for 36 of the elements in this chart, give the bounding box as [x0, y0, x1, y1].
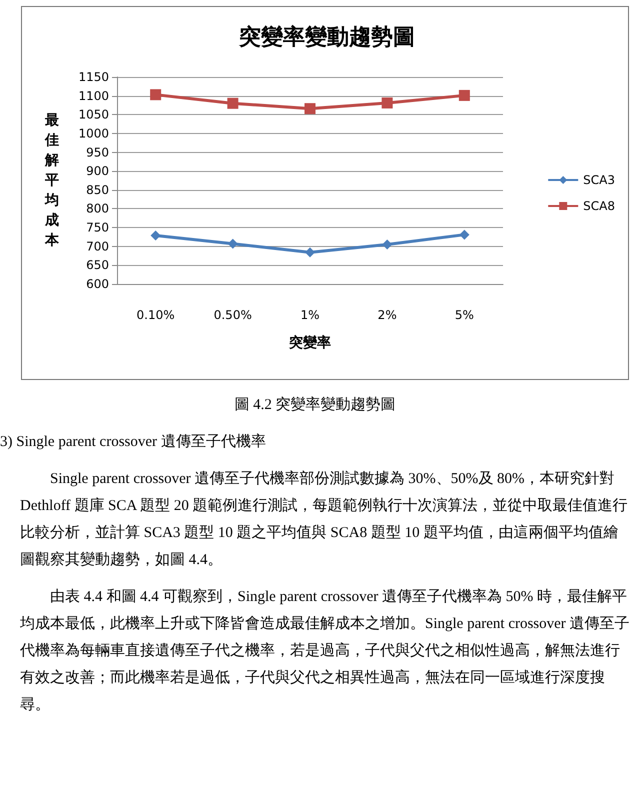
text: 由表 4.4 和圖 4.4 可觀察到，Single parent crossover 遺傳至子代機率為 50% 時，最佳解平均成本最低，此機率上升或下降皆會造成最佳解成本之增加。Single parent crossover 遺傳至子代機率為每輛車直接遺傳至子代之機率，若是過高，子代與父代之相似性過高，解無法進行有效之改善；而此機率若是過低，子代與父代之相異性過高，無法在同一區域進行深度搜尋。 — [19, 587, 630, 715]
y-tick-label: 950 — [86, 145, 109, 160]
point — [304, 103, 316, 114]
x-tick-label: 0.10% — [136, 308, 175, 322]
point — [150, 89, 162, 100]
x-tick-label: 5% — [454, 308, 474, 322]
x-tick-label: 1% — [300, 308, 320, 322]
y-axis-title: 最佳解平均成本 — [44, 112, 60, 248]
text: Single parent crossover 遺傳至子代機率部份測試數據為 30%、50%及 80%，本研究針對 Dethloff 題庫 SCA 題型 20 題範例進行測試，每題範例執行十次演算法，並從中取最佳值進行比較分析，並計算 SCA3 題型 10 題之平均值與 SCA8 題型 10 題平均值，由這兩個平均值繪圖觀察其變動趨勢，如圖 4.4。 — [19, 469, 629, 570]
caption: 圖 4.2 突變率變動趨勢圖 — [233, 395, 397, 415]
x-axis-title: 突變率 — [288, 334, 331, 351]
text: 3) Single parent crossover 遺傳至子代機率 — [0, 432, 267, 452]
y-tick-label: 1050 — [78, 108, 109, 122]
point — [228, 238, 238, 249]
chart-title: 突變率變動趨勢圖 — [238, 24, 415, 50]
y-tick-label: 650 — [86, 258, 109, 272]
y-tick-label: 850 — [86, 182, 109, 197]
y-tick-label: 750 — [86, 220, 109, 235]
y-tick-label: 1000 — [78, 126, 109, 140]
legend-label: SCA3 — [583, 173, 616, 187]
point — [458, 90, 470, 101]
y-tick-label: 900 — [86, 164, 109, 178]
y-tick-label: 1150 — [78, 70, 109, 84]
x-tick-label: 2% — [378, 308, 397, 322]
point — [459, 230, 470, 240]
y-tick-label: 700 — [86, 239, 109, 254]
legend-label: SCA8 — [583, 199, 616, 213]
y-tick-label: 800 — [86, 202, 109, 216]
point — [227, 98, 238, 109]
point — [150, 230, 161, 240]
x-tick-label: 0.50% — [214, 308, 252, 322]
point — [305, 247, 315, 258]
y-tick-label: 600 — [86, 277, 109, 291]
y-tick-label: 1100 — [78, 88, 109, 103]
point — [382, 97, 393, 108]
point — [382, 239, 392, 250]
